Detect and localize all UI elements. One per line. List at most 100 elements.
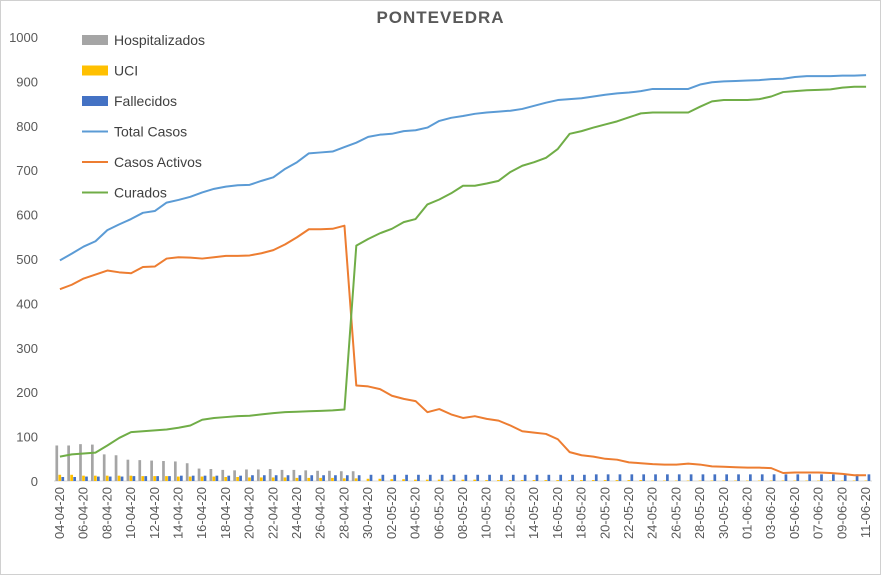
bar-uci <box>568 480 571 481</box>
bar-hospitalizados <box>221 469 225 481</box>
bar-fallecidos <box>310 475 314 481</box>
x-tick-label: 18-04-20 <box>218 487 233 539</box>
bar-fallecidos <box>417 474 420 481</box>
y-tick-label: 200 <box>16 385 38 400</box>
bar-uci <box>248 477 251 481</box>
bar-fallecidos <box>618 474 622 481</box>
x-tick-label: 30-04-20 <box>360 487 375 539</box>
x-tick-label: 11-06-20 <box>858 487 873 538</box>
series-line-casos-activos <box>59 224 867 477</box>
x-tick-label: 10-05-20 <box>479 487 494 539</box>
bar-uci <box>615 480 619 481</box>
bar-fallecidos <box>179 475 183 481</box>
bar-fallecidos <box>381 474 385 481</box>
bar-uci <box>307 477 311 481</box>
bar-hospitalizados <box>150 460 153 481</box>
bar-fallecidos <box>594 474 598 481</box>
x-tick-label: 28-04-20 <box>336 487 351 539</box>
bar-fallecidos <box>784 474 788 481</box>
y-tick-label: 400 <box>16 296 38 311</box>
bar-uci <box>497 480 500 481</box>
bar-fallecidos <box>61 477 65 481</box>
bar-fallecidos <box>476 474 480 481</box>
bar-fallecidos <box>168 476 171 481</box>
legend-swatch-hospitalizados <box>82 35 108 45</box>
bar-fallecidos <box>689 474 693 481</box>
bar-fallecidos <box>523 474 527 481</box>
bar-fallecidos <box>357 475 361 481</box>
bar-fallecidos <box>488 474 491 481</box>
bar-uci <box>105 475 109 481</box>
x-tick-label: 01-06-20 <box>740 487 755 539</box>
x-tick-label: 08-05-20 <box>455 487 470 539</box>
bar-uci <box>153 476 156 481</box>
y-tick-label: 0 <box>31 474 38 489</box>
bar-fallecidos <box>559 474 563 481</box>
bar-fallecidos <box>654 474 657 481</box>
y-tick-label: 300 <box>16 341 38 356</box>
bar-fallecidos <box>393 474 397 481</box>
x-tick-label: 05-06-20 <box>787 487 802 539</box>
bar-uci <box>639 480 643 481</box>
bar-uci <box>200 476 204 481</box>
x-tick-label: 16-04-20 <box>194 487 209 539</box>
bar-hospitalizados <box>351 471 355 481</box>
bar-fallecidos <box>405 474 408 481</box>
x-tick-label: 03-06-20 <box>763 487 778 539</box>
bar-fallecidos <box>120 476 124 481</box>
bar-hospitalizados <box>339 471 343 481</box>
bar-fallecidos <box>843 474 847 481</box>
y-tick-label: 900 <box>16 74 38 89</box>
bar-fallecidos <box>345 475 349 481</box>
bar-uci <box>224 477 228 481</box>
bar-uci <box>591 480 595 481</box>
x-tick-label: 02-05-20 <box>384 487 399 539</box>
bar-fallecidos <box>749 474 752 481</box>
x-tick-label: 09-06-20 <box>834 487 849 539</box>
x-tick-label: 18-05-20 <box>574 487 589 539</box>
bar-uci <box>117 475 121 481</box>
bar-hospitalizados <box>292 469 296 481</box>
bar-fallecidos <box>855 474 859 481</box>
bar-fallecidos <box>215 475 219 481</box>
bar-fallecidos <box>867 474 871 481</box>
bar-uci <box>58 474 62 481</box>
bar-fallecidos <box>262 475 266 481</box>
y-tick-label: 800 <box>16 119 38 134</box>
legend-label-total-casos: Total Casos <box>114 124 187 140</box>
bar-hospitalizados <box>304 470 308 481</box>
bar-fallecidos <box>108 476 112 481</box>
x-tick-label: 20-04-20 <box>242 487 257 539</box>
y-tick-label: 100 <box>16 430 38 445</box>
legend-swatch-fallecidos <box>82 96 108 106</box>
x-tick-label: 14-05-20 <box>526 487 541 539</box>
bar-hospitalizados <box>102 454 106 481</box>
series-line-curados <box>59 85 867 458</box>
x-tick-label: 07-06-20 <box>811 487 826 539</box>
bar-uci <box>402 479 405 481</box>
x-tick-label: 20-05-20 <box>597 487 612 539</box>
bar-fallecidos <box>630 474 634 481</box>
bar-fallecidos <box>535 474 539 481</box>
bar-uci <box>508 480 512 481</box>
series-line-total-casos <box>59 74 867 262</box>
bar-fallecidos <box>666 474 669 481</box>
bar-fallecidos <box>132 476 136 481</box>
bar-fallecidos <box>286 475 290 481</box>
bar-fallecidos <box>334 475 337 481</box>
x-tick-label: 12-04-20 <box>147 487 162 539</box>
bar-fallecidos <box>820 474 823 481</box>
x-tick-label: 12-05-20 <box>502 487 517 539</box>
bar-hospitalizados <box>268 469 272 481</box>
bar-hospitalizados <box>209 469 213 481</box>
bar-fallecidos <box>156 476 159 481</box>
bar-hospitalizados <box>79 444 82 481</box>
bar-fallecidos <box>251 475 254 481</box>
bar-fallecidos <box>298 475 302 481</box>
bar-fallecidos <box>713 474 717 481</box>
bar-fallecidos <box>701 474 705 481</box>
bar-hospitalizados <box>256 469 260 481</box>
bar-uci <box>556 480 560 481</box>
bar-fallecidos <box>96 476 100 481</box>
x-tick-label: 22-04-20 <box>265 487 280 539</box>
